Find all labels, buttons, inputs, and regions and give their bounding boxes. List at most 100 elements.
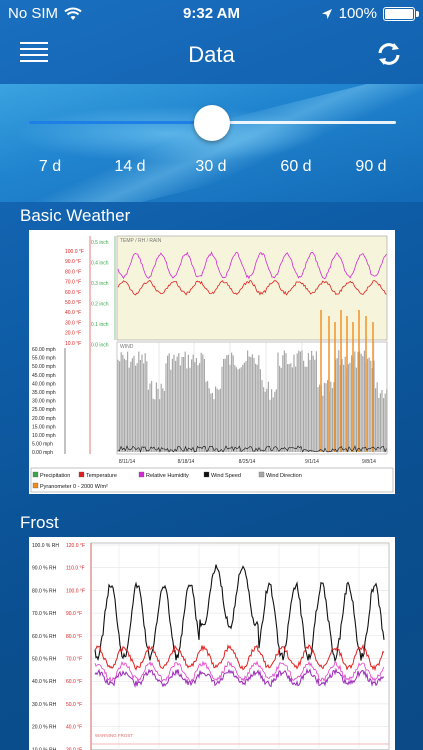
legend-swatch [32, 471, 39, 478]
frost-temperature-tick-label: 40.0 °F [66, 725, 82, 731]
status-time: 9:32 AM [183, 5, 240, 22]
legend-swatch [78, 471, 85, 478]
legend-swatch [32, 482, 39, 489]
date-tick-label: 8/11/14 [119, 459, 136, 465]
wind-tick-label: 35.00 mph [32, 390, 56, 396]
frost-warning-label: WARNING FROST [95, 733, 133, 738]
pyranometer-series [320, 310, 374, 452]
battery-icon [383, 6, 419, 21]
slider-thumb[interactable] [194, 105, 230, 141]
wind-tick-label: 45.00 mph [32, 373, 56, 379]
battery-percent: 100% [338, 5, 377, 22]
humidity-tick-label: 90.0 % RH [32, 566, 57, 572]
temperature-tick-label: 10.0 °F [65, 341, 81, 347]
temperature-tick-label: 30.0 °F [65, 320, 81, 326]
frost-temperature-tick-label: 80.0 °F [66, 634, 82, 640]
wind-tick-label: 5.00 mph [32, 442, 53, 448]
temperature-tick-label: 40.0 °F [65, 310, 81, 316]
humidity-tick-label: 40.0 % RH [32, 679, 57, 685]
frost-temperature-tick-label: 90.0 °F [66, 611, 82, 617]
wind-tick-label: 0.00 mph [32, 450, 53, 456]
range-option-14d[interactable]: 14 d [114, 158, 146, 175]
weather-section-title: Basic Weather [20, 206, 131, 225]
frost-section-title: Frost [20, 513, 59, 532]
frost-plot-area [90, 542, 390, 750]
frost-temperature-tick-label: 50.0 °F [66, 702, 82, 708]
frost-chart[interactable]: 100.0 % RH 90.0 % RH 80.0 % RH 70.0 % RH 60.… [29, 537, 395, 750]
frost-temperature-series [94, 643, 385, 672]
humidity-tick-label: 100.0 % RH [32, 543, 59, 549]
humidity-tick-label: 70.0 % RH [32, 611, 57, 617]
rain-tick-label: 0.1 inch [91, 322, 109, 328]
legend-swatch [258, 471, 265, 478]
wind-tick-label: 55.00 mph [32, 356, 56, 362]
legend-label: Wind Speed [211, 473, 241, 479]
legend-label: Pyranometer 0 - 2000 W/m² [40, 484, 108, 490]
weather-bottom-panel-label: WIND [120, 344, 134, 350]
humidity-tick-label: 60.0 % RH [32, 634, 57, 640]
wind-tick-label: 10.00 mph [32, 433, 56, 439]
legend-label: Wind Direction [266, 473, 302, 479]
humidity-tick-label: 50.0 % RH [32, 657, 57, 663]
rain-tick-label: 0.3 inch [91, 281, 109, 287]
range-option-30d[interactable]: 30 d [195, 158, 227, 175]
temperature-tick-label: 100.0 °F [65, 249, 84, 255]
rain-tick-label: 0.4 inch [91, 261, 109, 267]
frost-temperature-tick-label: 110.0 °F [66, 566, 85, 572]
relative-humidity-series [117, 251, 387, 280]
temperature-tick-label: 60.0 °F [65, 290, 81, 296]
frost-temperature-tick-label: 120.0 °F [66, 543, 85, 549]
wind-tick-label: 15.00 mph [32, 424, 56, 430]
wind-tick-label: 30.00 mph [32, 399, 56, 405]
menu-icon [20, 42, 48, 44]
frost-temperature-tick-label: 60.0 °F [66, 679, 82, 685]
frost-humidity-series [94, 564, 385, 663]
legend-label: Relative Humidity [146, 473, 189, 479]
frost-dew-point-series [94, 667, 385, 688]
legend-swatch [203, 471, 210, 478]
temperature-tick-label: 70.0 °F [65, 280, 81, 286]
wind-tick-label: 40.00 mph [32, 381, 56, 387]
temperature-tick-label: 20.0 °F [65, 331, 81, 337]
weather-chart[interactable]: TEMP / RH / RAIN WIND 0.5 inch 0.4 inch 0.3 … [29, 230, 395, 494]
rain-tick-label: 0.0 inch [91, 343, 109, 349]
temperature-tick-label: 80.0 °F [65, 269, 81, 275]
temperature-tick-label: 50.0 °F [65, 300, 81, 306]
frost-temperature-tick-label: 100.0 °F [66, 588, 85, 594]
refresh-icon[interactable] [375, 40, 403, 68]
legend-label: Temperature [86, 473, 117, 479]
frost-secondary-series [94, 660, 385, 683]
date-tick-label: 9/8/14 [362, 459, 376, 465]
date-tick-label: 8/18/14 [178, 459, 195, 465]
carrier-label: No SIM [8, 5, 59, 22]
wind-tick-label: 50.00 mph [32, 364, 56, 370]
slider-fill [28, 121, 212, 124]
humidity-tick-label: 20.0 % RH [32, 725, 57, 731]
temperature-series [117, 279, 387, 296]
range-option-7d[interactable]: 7 d [38, 158, 62, 175]
range-slider[interactable] [28, 105, 396, 141]
wind-tick-label: 20.00 mph [32, 416, 56, 422]
humidity-tick-label: 80.0 % RH [32, 588, 57, 594]
menu-button[interactable] [20, 42, 48, 64]
wind-direction-series [117, 350, 388, 452]
range-selector: 7 d 14 d 30 d 60 d 90 d [0, 84, 423, 202]
frost-temperature-tick-label: 70.0 °F [66, 657, 82, 663]
date-tick-label: 8/25/14 [239, 459, 256, 465]
legend-label: Precipitation [40, 473, 70, 479]
temperature-tick-label: 90.0 °F [65, 259, 81, 265]
wifi-icon [64, 7, 82, 20]
rain-tick-label: 0.5 inch [91, 240, 109, 246]
humidity-tick-label: 10.0 % RH [32, 747, 57, 750]
range-option-60d[interactable]: 60 d [280, 158, 312, 175]
range-option-90d[interactable]: 90 d [355, 158, 387, 175]
wind-speed-series [117, 445, 387, 453]
weather-top-panel-label: TEMP / RH / RAIN [120, 238, 162, 244]
rain-tick-label: 0.2 inch [91, 302, 109, 308]
location-arrow-icon [321, 8, 332, 19]
humidity-tick-label: 30.0 % RH [32, 702, 57, 708]
weather-legend [30, 467, 394, 493]
wind-tick-label: 25.00 mph [32, 407, 56, 413]
frost-temperature-tick-label: 30.0 °F [66, 747, 82, 750]
date-tick-label: 9/1/14 [305, 459, 319, 465]
